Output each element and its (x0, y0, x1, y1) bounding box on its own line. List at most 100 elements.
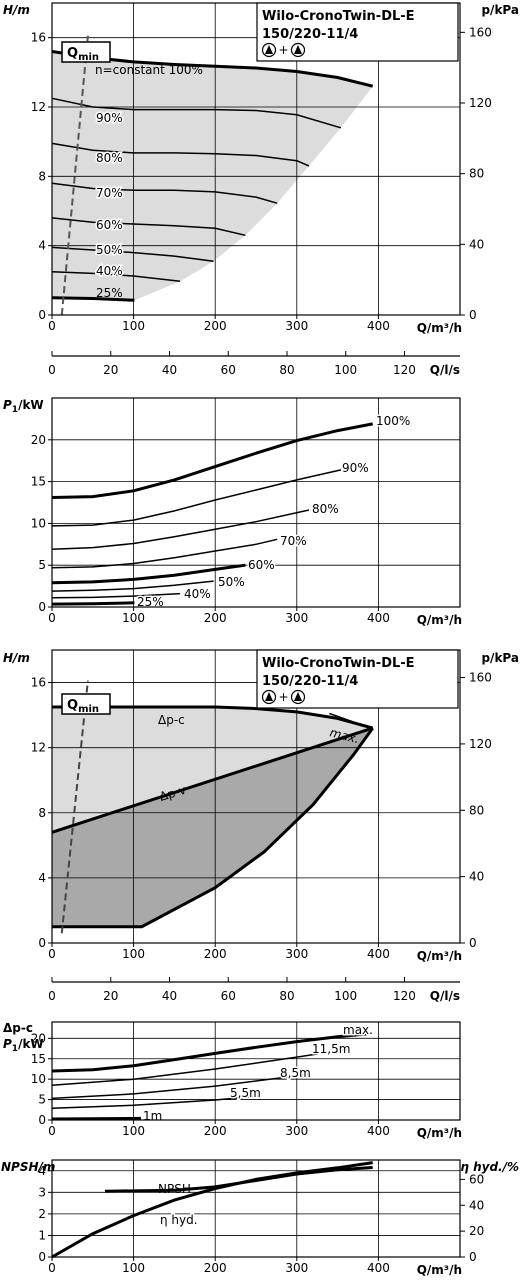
y-tick-label: 10 (31, 516, 46, 530)
y-tick-label: 4 (38, 1164, 46, 1178)
y2-tick-label: 0 (469, 936, 477, 950)
y2-tick-label: 160 (469, 25, 492, 39)
title-line-2: 150/220-11/4 (262, 27, 358, 42)
pump-symbol-icon (290, 42, 306, 58)
x-axis-label: Q/m³/h (417, 1126, 462, 1140)
x-tick-label: 40 (162, 989, 177, 1003)
series-line (51, 97, 342, 129)
x-tick-label: 100 (122, 1261, 145, 1275)
x-tick-label: 100 (122, 611, 145, 625)
x-tick-label: 300 (285, 947, 308, 961)
series-line (51, 1073, 310, 1100)
operating-area (52, 51, 373, 301)
x-tick-label: 40 (162, 363, 177, 377)
y2-tick-label: 40 (469, 870, 484, 884)
y-tick-label: 16 (31, 31, 46, 45)
y2-axis-label: p/kPa (481, 3, 519, 17)
symbol-plus: + (278, 43, 288, 57)
series-line (51, 726, 374, 834)
y-tick-label: 8 (38, 169, 46, 183)
x-tick-label: 400 (367, 611, 390, 625)
title-line-1: Wilo-CronoTwin-DL-E (262, 9, 415, 24)
title-line-2: 150/220-11/4 (262, 674, 358, 689)
qmin-label: Qmin (67, 46, 99, 63)
series-label: 25% (137, 595, 164, 609)
x-tick-label: 100 (122, 319, 145, 333)
y2-tick-label: 120 (469, 737, 492, 751)
series-line (51, 1048, 350, 1087)
x-axis-label: Q/m³/h (417, 1263, 462, 1277)
y-tick-label: 15 (31, 475, 46, 489)
qmin-label: Qmin (67, 698, 99, 715)
series-line (51, 246, 214, 263)
series-line (51, 1031, 373, 1073)
y2-axis-label: p/kPa (481, 651, 519, 665)
chart-power-speed: 100% 90% 80% 70% 60%50% 40% 25% 0 100 200 300 400 0 5… (31, 397, 462, 627)
series-label: 11,5m (312, 1042, 350, 1056)
chart-npsh-efficiency: NPSH η hyd. 0 100 200 300 400 0 1 2 3 4 Q/m³/h 0 20 40 6… (1, 1159, 519, 1277)
x-tick-label: 200 (204, 947, 227, 961)
y2-tick-label: 160 (469, 671, 492, 685)
series-line (51, 422, 373, 499)
title-box (256, 649, 459, 709)
series-label: max. (343, 1023, 373, 1037)
x-tick-label: 20 (103, 989, 118, 1003)
axis-flow-ls: 0 20 40 60 80 100 120 Q/l/s (48, 977, 460, 1003)
y2-tick-label: 80 (469, 167, 484, 181)
x-tick-label: 0 (48, 1261, 56, 1275)
series-line (51, 182, 278, 204)
series-label: n=constant 100% (95, 63, 203, 77)
y-tick-label: 16 (31, 676, 46, 690)
x-axis-label: Q/m³/h (417, 321, 462, 335)
y2-tick-label: 80 (469, 803, 484, 817)
series-label: 50% (96, 243, 123, 257)
series-label: 90% (96, 111, 123, 125)
series-label: 40% (184, 587, 211, 601)
x-tick-label: 400 (367, 319, 390, 333)
series-label: 80% (312, 502, 339, 516)
x-tick-label: 300 (285, 1124, 308, 1138)
y-axis-label: P1/kW (3, 398, 44, 415)
series-label: 40% (96, 264, 123, 278)
x-tick-label: 200 (204, 1261, 227, 1275)
y-tick-label: 20 (31, 1031, 46, 1045)
x-tick-label: 400 (367, 1124, 390, 1138)
title-line-1: Wilo-CronoTwin-DL-E (262, 656, 415, 671)
x-tick-label: 120 (393, 989, 416, 1003)
y2-tick-label: 20 (469, 1224, 484, 1238)
x-tick-label: 20 (103, 363, 118, 377)
x-tick-label: 300 (285, 611, 308, 625)
series-line (52, 705, 374, 730)
x-tick-label: 400 (367, 1261, 390, 1275)
y2-tick-label: 120 (469, 96, 492, 110)
y-tick-label: 1 (38, 1228, 46, 1242)
series-line (51, 142, 310, 167)
x-tick-label: 60 (221, 363, 236, 377)
series-line (51, 296, 135, 302)
qmin-box (61, 693, 111, 715)
y-tick-label: 0 (38, 1250, 46, 1264)
x-tick-label: 200 (204, 611, 227, 625)
plot-frame (51, 397, 461, 608)
y-tick-label: 12 (31, 100, 46, 114)
series-label: 1m (143, 1109, 162, 1123)
series-line (51, 592, 181, 599)
axis-flow-ls: 0 20 40 60 80 100 120 Q/l/s (48, 351, 460, 377)
plot-frame (51, 2, 461, 316)
series-line (51, 270, 181, 282)
y2-tick-label: 40 (469, 1198, 484, 1212)
series-line (51, 217, 246, 237)
series-line (51, 1161, 373, 1259)
plot-frame (51, 1021, 461, 1121)
x-tick-label: 300 (285, 1261, 308, 1275)
y-axis-label: P1/kW (3, 1037, 44, 1054)
series-line (51, 469, 342, 527)
series-line (51, 538, 278, 569)
x-axis-label: Q/m³/h (417, 613, 462, 627)
plot-frame (51, 649, 461, 944)
series-label: 25% (96, 286, 123, 300)
plot-frame (51, 1159, 461, 1258)
pump-symbol-icon (261, 42, 277, 58)
x-tick-label: 0 (48, 1124, 56, 1138)
y-axis-label: NPSH/m (1, 1160, 55, 1174)
